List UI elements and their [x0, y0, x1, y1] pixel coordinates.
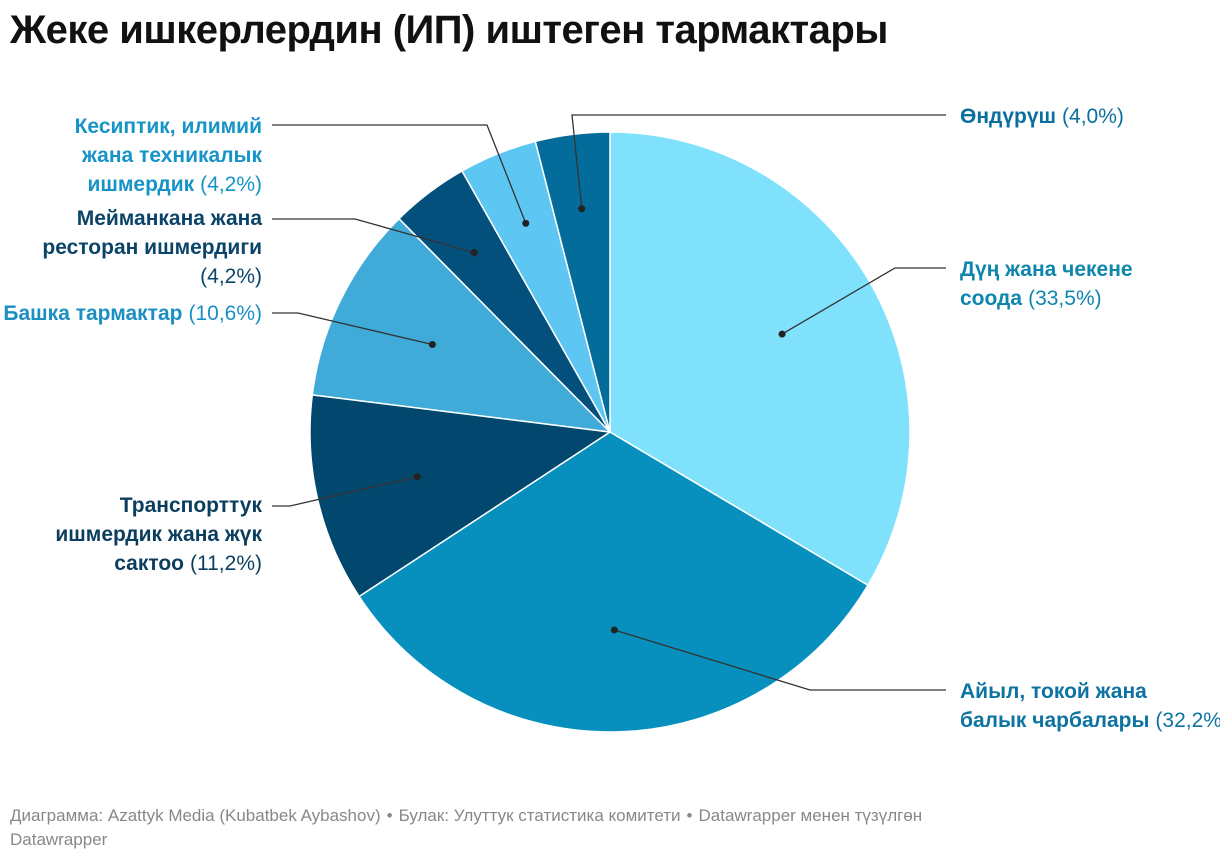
chart-footer: Диаграмма: Azattyk Media (Kubatbek Aybas… [10, 804, 1210, 852]
footer-separator: • [386, 806, 393, 825]
leader-dot [413, 473, 421, 481]
leader-dot [470, 249, 478, 257]
pie-slice [534, 131, 611, 433]
slice-label: Транспорттук ишмердик жана жүк сактоо (11,2… [55, 494, 262, 575]
slice-value-label: (33,5%) [1028, 287, 1102, 310]
leader-line [272, 476, 418, 507]
leader-line [781, 267, 946, 335]
footer-separator: • [686, 806, 693, 825]
footer-source: Булак: Улуттук статистика комитети [398, 806, 681, 825]
pie-slices [309, 131, 911, 733]
slice-value-label: (4,2%) [200, 265, 262, 288]
pie-slice [358, 431, 869, 733]
footer-brand: Datawrapper [10, 830, 108, 849]
leader-dot [778, 330, 786, 338]
footer-tool: Datawrapper менен түзүлгөн [698, 806, 923, 825]
slice-label: Башка тармактар (10,6%) [3, 302, 262, 325]
leader-dot [428, 341, 436, 349]
slice-value-label: (4,0%) [1062, 105, 1124, 128]
chart-title: Жеке ишкерлердин (ИП) иштеген тармактары [10, 8, 888, 52]
slice-label: Кесиптик, илимий жана техникалык ишмердик(… [75, 115, 263, 196]
slice-label: Мейманкана жана ресторан ишмердиги (4,2%) [42, 207, 262, 288]
pie-labels: Дүң жана чекене соода (33,5%) Айыл, токой ж… [3, 105, 1220, 732]
slice-value-label: (11,2%) [190, 552, 262, 575]
leader-dot [522, 219, 530, 227]
footer-credit: Диаграмма: Azattyk Media (Kubatbek Aybas… [10, 806, 381, 825]
leader-line [571, 114, 946, 209]
pie-slice [609, 131, 911, 587]
leader-line [272, 218, 475, 254]
slice-value-label: (32,2%) [1155, 709, 1220, 732]
leader-line [272, 124, 527, 224]
leader-dot [578, 205, 586, 213]
pie-chart: Дүң жана чекене соода (33,5%) Айыл, токой ж… [3, 105, 1220, 733]
slice-value-label: (10,6%) [188, 302, 262, 325]
slice-value-label: (4,2%) [200, 173, 262, 196]
leader-line [272, 312, 433, 346]
slice-label: Дүң жана чекене соода (33,5%) [960, 258, 1133, 310]
leader-line [614, 629, 946, 691]
slice-label: Өндүрүш (4,0%) [960, 105, 1124, 128]
leader-dot [610, 626, 618, 634]
